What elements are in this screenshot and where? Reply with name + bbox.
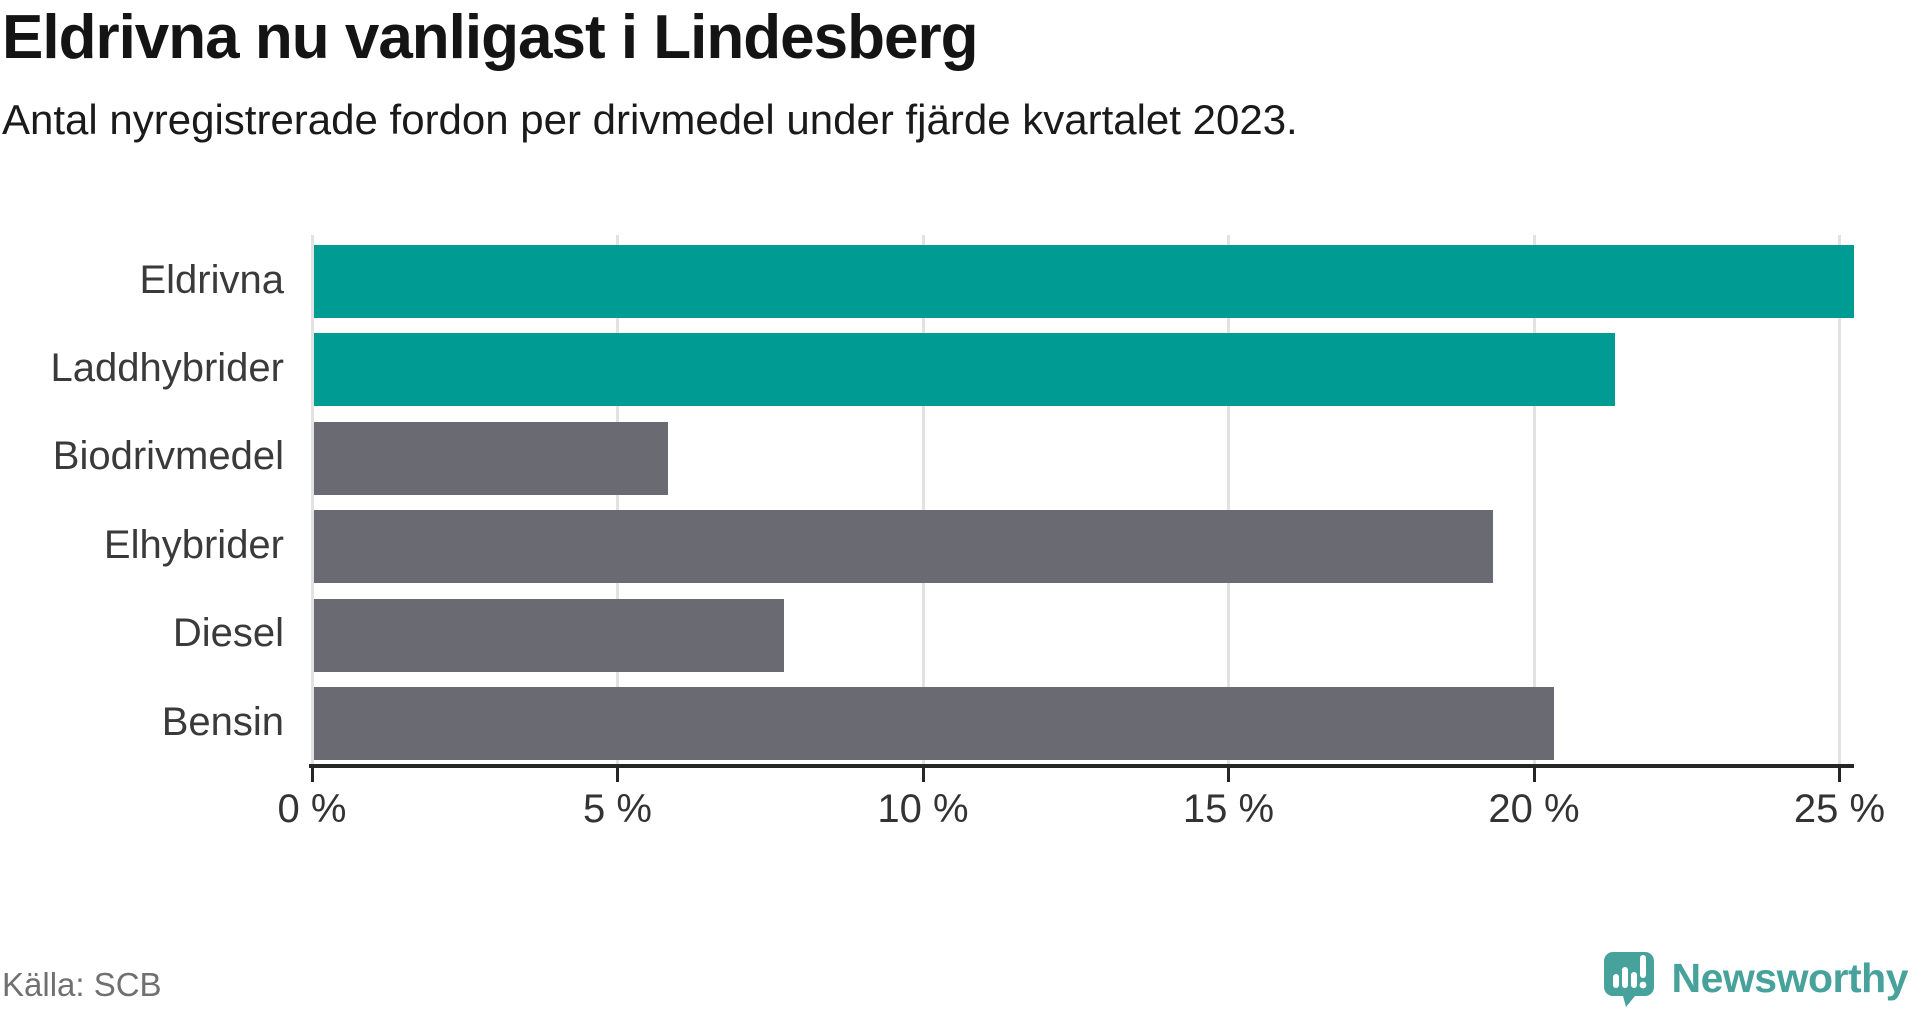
category-label: Bensin [161, 699, 284, 744]
axis-tick-label: 15 % [1182, 787, 1275, 831]
brand-name: Newsworthy [1671, 954, 1909, 1001]
axis-tick [616, 768, 619, 782]
gridline [1838, 235, 1841, 765]
axis-tick [1838, 768, 1841, 782]
category-label: Elhybrider [103, 522, 284, 567]
axis-tick-label: 5 % [583, 787, 652, 831]
axis-tick [1227, 768, 1230, 782]
axis-tick [310, 768, 314, 782]
chart-subtitle: Antal nyregistrerade fordon per drivmede… [2, 96, 1298, 143]
page-title: Eldrivna nu vanligast i Lindesberg [2, 3, 978, 72]
gridline [1227, 235, 1230, 765]
category-label: Biodrivmedel [52, 434, 284, 479]
gridline [921, 235, 925, 765]
category-label: Eldrivna [139, 257, 284, 302]
bar [314, 421, 669, 495]
axis-tick-label: 0 % [277, 787, 347, 831]
bar [314, 598, 785, 672]
bar-chart: 0 % 5 % 10 % 15 % 20 % 25 % Eldrivna Laddhybrid… [0, 235, 1920, 845]
bar [314, 333, 1616, 407]
axis-tick-label: 20 % [1488, 787, 1580, 831]
newsworthy-brand: Newsworthy [1600, 948, 1909, 1008]
axis-tick-label: 10 % [877, 787, 969, 831]
bar [314, 510, 1494, 584]
newsworthy-logo-icon [1603, 952, 1654, 1007]
source-label: Källa: SCB [2, 966, 162, 1003]
axis-tick-label: 25 % [1793, 787, 1886, 831]
bar [314, 687, 1555, 760]
axis-tick [921, 768, 925, 782]
gridline [616, 235, 619, 765]
axis-tick [1532, 768, 1536, 782]
category-label: Laddhybrider [50, 345, 285, 390]
category-label: Diesel [172, 611, 284, 656]
gridline [1532, 235, 1536, 765]
gridline [310, 235, 314, 765]
bar [314, 245, 1854, 318]
axis-line [309, 764, 1854, 768]
